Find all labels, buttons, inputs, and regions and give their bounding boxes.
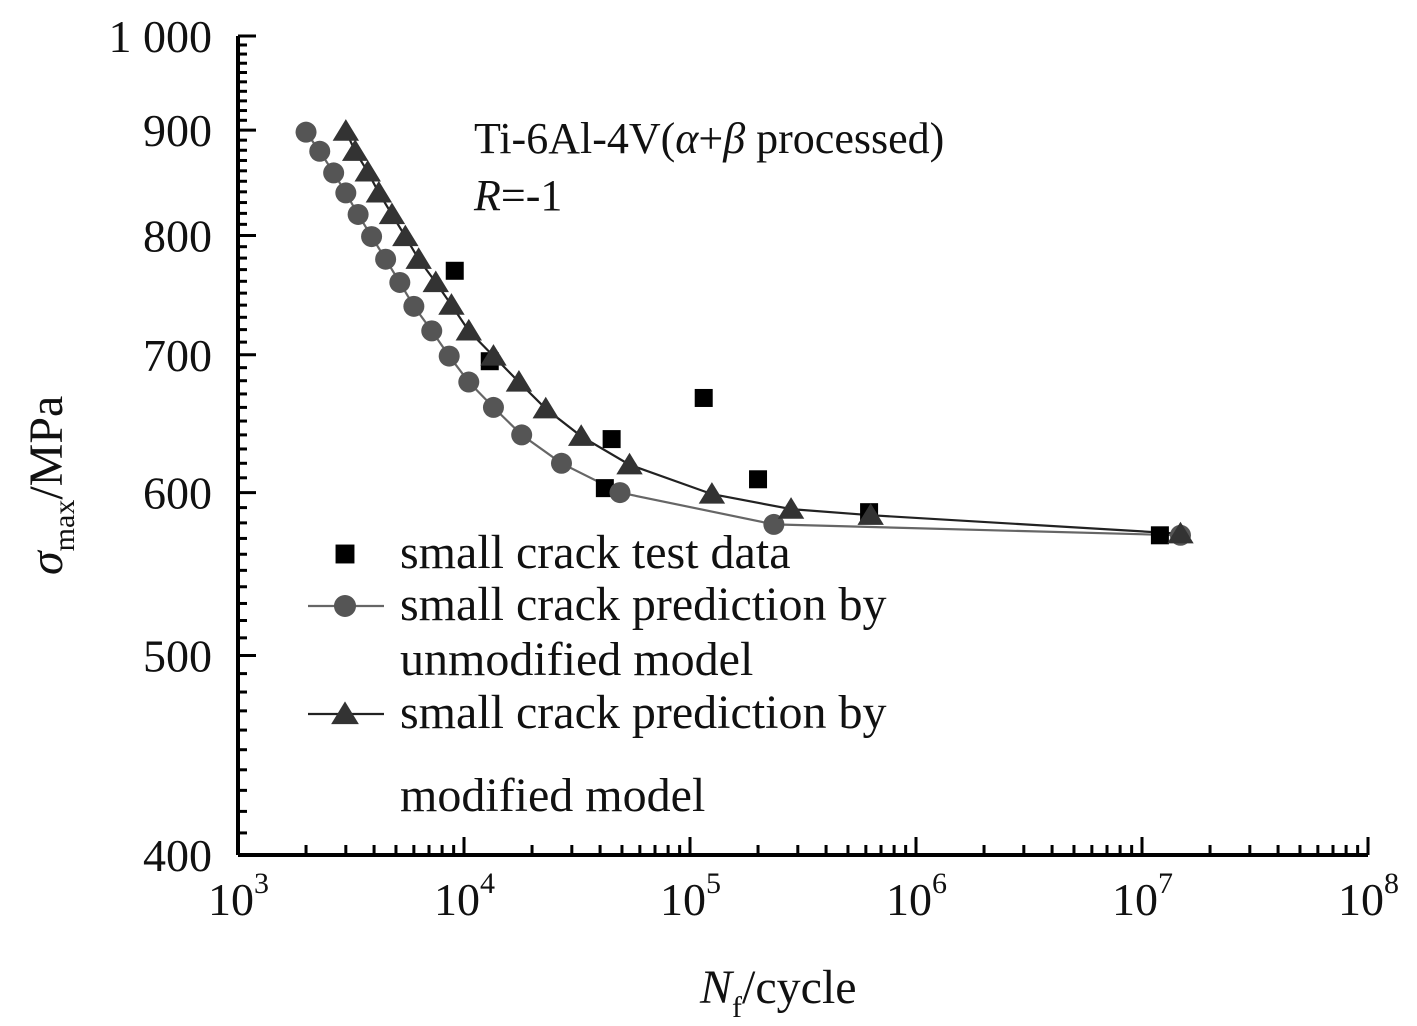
data-point-series-3 xyxy=(422,270,449,293)
x-tick-label: 106 xyxy=(886,867,947,925)
y-axis-label: σmax/MPa xyxy=(20,396,81,575)
data-point-series-2 xyxy=(511,424,533,446)
data-point-series-3 xyxy=(354,159,381,182)
data-point-series-2 xyxy=(389,271,411,293)
data-point-series-1 xyxy=(595,479,614,498)
data-point-series-3 xyxy=(1167,521,1194,544)
data-point-series-3 xyxy=(777,497,805,519)
data-point-series-1 xyxy=(445,261,464,280)
y-tick-label: 1 000 xyxy=(109,11,213,62)
chart-title: Ti-6Al-4V(α+β processed) xyxy=(474,114,944,163)
data-point-series-2 xyxy=(309,140,331,162)
x-tick-labels: 103 104 105 106 107 108 xyxy=(208,867,1399,925)
data-point-series-3 xyxy=(532,396,559,419)
data-point-series-3 xyxy=(567,424,595,446)
square-marker xyxy=(335,544,355,564)
legend-item-1: small crack test data xyxy=(335,526,791,579)
data-point-series-2 xyxy=(550,452,572,474)
data-point-series-3 xyxy=(455,318,482,341)
data-point-series-2 xyxy=(335,182,357,204)
data-point-series-2 xyxy=(347,203,369,225)
x-tick-label: 105 xyxy=(660,867,721,925)
data-point-series-3 xyxy=(698,482,726,504)
data-point-series-2 xyxy=(295,121,317,143)
legend-label: small crack prediction by xyxy=(400,578,887,631)
legend-label: modified model xyxy=(400,769,705,822)
data-point-series-2 xyxy=(458,371,480,393)
data-point-series-1 xyxy=(602,430,621,449)
x-tick-label: 103 xyxy=(208,867,269,925)
circle-marker xyxy=(333,594,357,618)
data-point-series-3 xyxy=(480,344,507,366)
x-tick-label: 104 xyxy=(434,867,495,925)
x-axis-label: Nf/cycle xyxy=(699,961,857,1024)
data-point-series-3 xyxy=(505,370,533,392)
data-point-series-1 xyxy=(749,470,768,489)
y-tick-label: 800 xyxy=(143,210,212,261)
data-point-series-3 xyxy=(857,503,884,525)
data-point-series-3 xyxy=(392,224,419,247)
r-ratio-label: R=-1 xyxy=(473,171,562,220)
data-point-series-1 xyxy=(1150,526,1169,545)
y-tick-label: 600 xyxy=(143,468,212,519)
data-point-series-2 xyxy=(361,226,383,248)
data-point-series-3 xyxy=(378,202,406,225)
x-tick-label: 107 xyxy=(1112,867,1173,925)
y-tick-label: 900 xyxy=(143,105,212,156)
x-tick-label: 108 xyxy=(1338,867,1399,925)
legend-label: small crack test data xyxy=(400,526,791,579)
y-tick-label: 500 xyxy=(143,631,212,682)
data-point-series-3 xyxy=(341,139,369,161)
data-point-series-2 xyxy=(438,345,460,367)
data-point-series-3 xyxy=(438,293,465,315)
data-point-series-3 xyxy=(365,180,393,203)
data-point-series-2 xyxy=(375,248,397,270)
triangle-marker xyxy=(331,701,359,725)
y-tick-labels: 400 500 600 700 800 900 1 000 xyxy=(109,11,213,881)
data-point-series-2 xyxy=(482,396,504,418)
data-point-series-2 xyxy=(421,320,443,342)
legend-item-3: small crack prediction by modified model xyxy=(308,686,887,822)
data-point-series-2 xyxy=(609,482,631,504)
data-point-series-3 xyxy=(405,247,432,269)
y-tick-label: 700 xyxy=(143,330,212,381)
series-markers xyxy=(295,119,1194,546)
data-point-series-3 xyxy=(332,119,360,141)
axes xyxy=(236,34,1370,857)
data-point-series-2 xyxy=(323,162,345,184)
data-point-series-1 xyxy=(694,388,713,407)
legend-label: unmodified model xyxy=(400,633,753,686)
data-point-series-2 xyxy=(763,513,785,535)
legend-label: small crack prediction by xyxy=(400,686,887,739)
data-point-series-2 xyxy=(403,295,425,317)
data-point-series-3 xyxy=(616,452,643,475)
y-tick-label: 400 xyxy=(143,830,212,881)
